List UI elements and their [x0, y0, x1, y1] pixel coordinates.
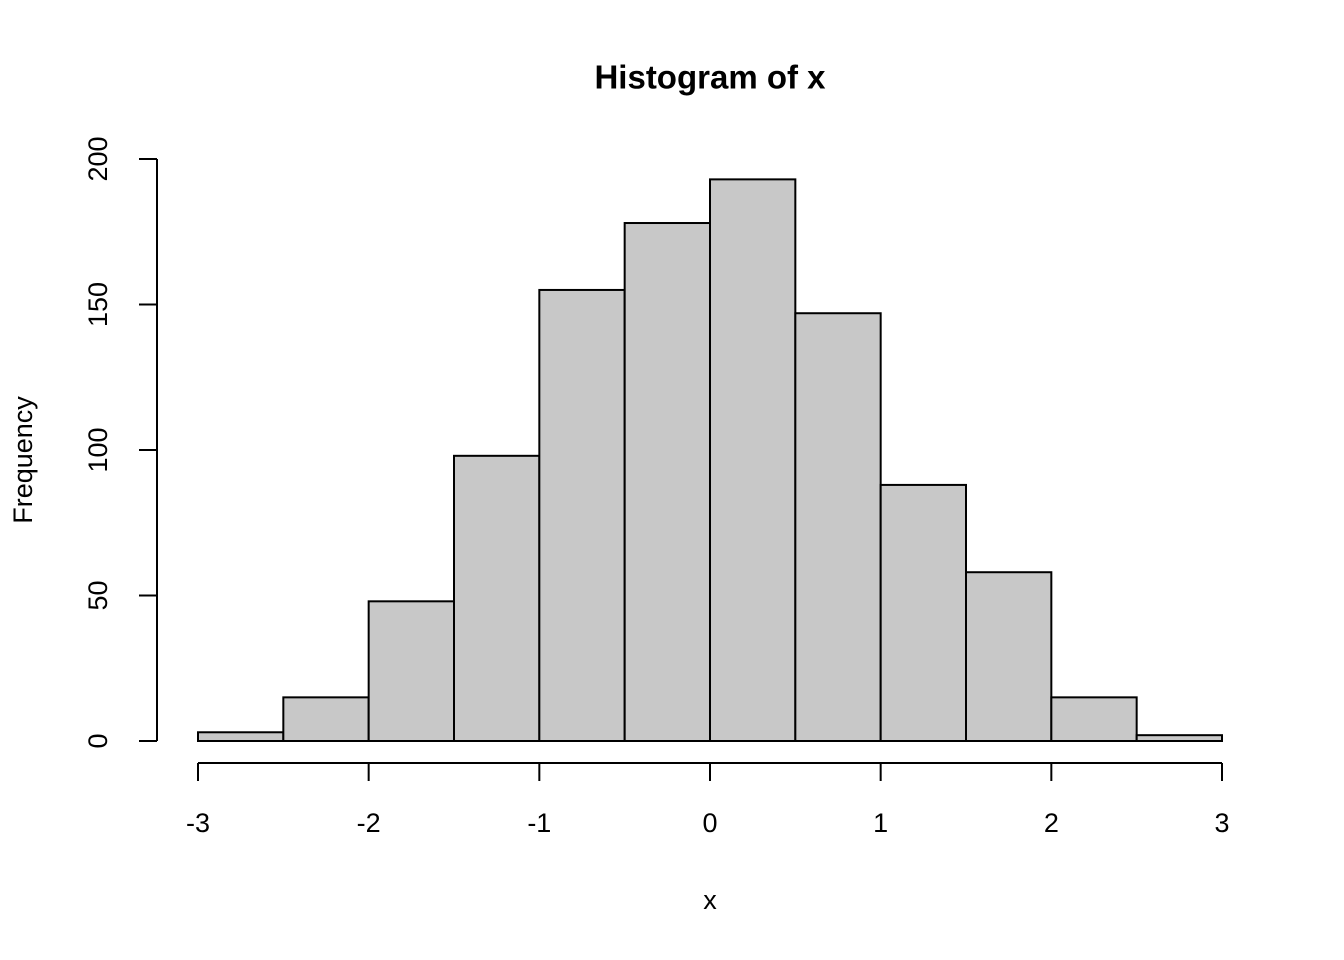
bar: [367, 600, 455, 742]
bar: [623, 222, 712, 742]
x-tick-label: -2: [357, 808, 381, 838]
y-tick-label: 200: [83, 136, 113, 181]
y-tick-label: 100: [83, 427, 113, 472]
chart-title: Histogram of x: [594, 59, 826, 96]
x-axis-label: x: [703, 885, 717, 915]
bar: [1050, 696, 1138, 742]
bar: [879, 483, 968, 742]
x-tick-label: 3: [1214, 808, 1229, 838]
x-tick-label: -3: [186, 808, 210, 838]
y-tick-label: 50: [83, 580, 113, 610]
bar: [538, 288, 626, 742]
bar: [282, 696, 370, 742]
bar: [965, 571, 1053, 742]
bar: [453, 454, 541, 742]
bar: [709, 178, 797, 742]
x-tick-label: 2: [1044, 808, 1059, 838]
bar: [197, 731, 285, 743]
bar: [794, 312, 882, 742]
y-tick-label: 0: [83, 733, 113, 748]
y-tick-label: 150: [83, 282, 113, 327]
x-tick-label: -1: [527, 808, 551, 838]
x-tick-label: 0: [702, 808, 717, 838]
bar: [1135, 734, 1223, 742]
x-tick-label: 1: [873, 808, 888, 838]
y-axis-label: Frequency: [8, 396, 38, 524]
